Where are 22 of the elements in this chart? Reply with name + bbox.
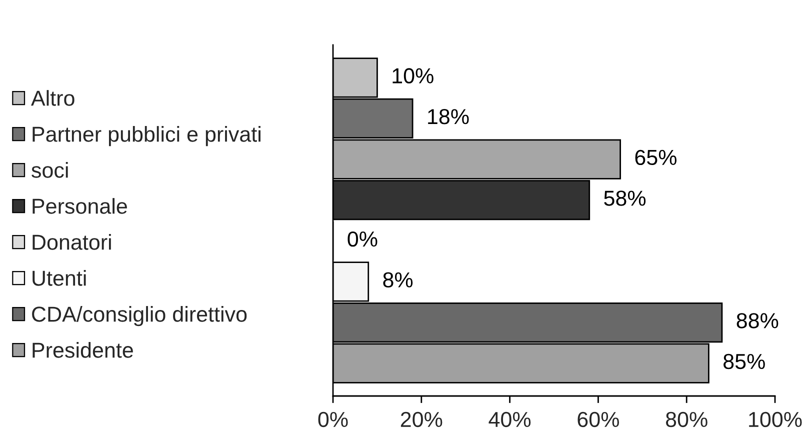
x-tick-label: 0% xyxy=(318,412,348,428)
data-label: 58% xyxy=(604,190,646,206)
legend-label: soci xyxy=(32,162,68,178)
x-tick-label: 80% xyxy=(666,412,708,428)
data-label: 85% xyxy=(724,354,765,370)
legend-label: CDA/consiglio direttivo xyxy=(32,306,247,326)
data-label: 8% xyxy=(383,272,413,288)
data-label: 0% xyxy=(348,231,378,247)
data-label: 10% xyxy=(392,68,434,84)
legend-label: Partner pubblici e privati xyxy=(32,126,260,146)
data-label: 65% xyxy=(635,150,677,166)
legend-label: Altro xyxy=(31,90,74,106)
data-label: 88% xyxy=(736,313,778,328)
data-label: 18% xyxy=(428,109,469,124)
legend-label: Presidente xyxy=(32,342,133,358)
x-tick-label: 40% xyxy=(488,412,531,428)
x-tick-label: 60% xyxy=(578,412,619,428)
legend-label: Donatori xyxy=(32,234,111,250)
legend-label: Utenti xyxy=(32,270,86,286)
x-tick-label: 20% xyxy=(400,412,442,428)
legend-label: Personale xyxy=(32,198,127,214)
x-tick-label: 100% xyxy=(749,412,802,428)
